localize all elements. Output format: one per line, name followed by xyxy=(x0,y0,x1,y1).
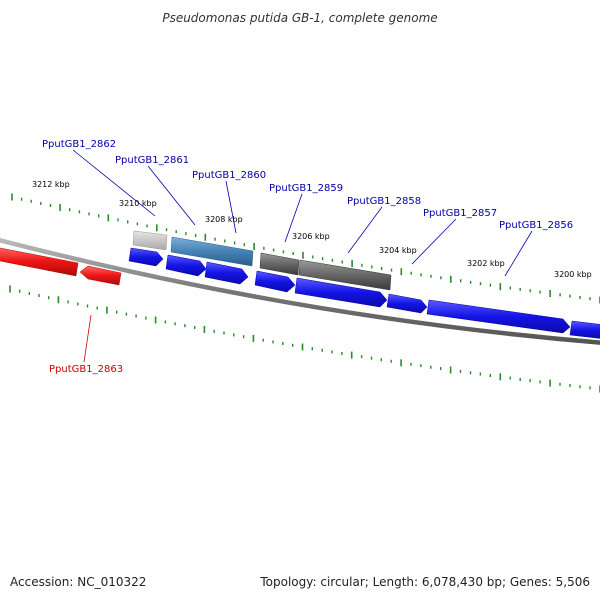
gene-2862-arrow[interactable] xyxy=(128,247,164,267)
tick-label-3212: 3212 kbp xyxy=(32,180,70,189)
feature-box-2858[interactable] xyxy=(298,259,392,291)
leader-line-2862 xyxy=(72,149,156,217)
gene-2861-arrow[interactable] xyxy=(165,254,207,277)
accession-text: Accession: NC_010322 xyxy=(10,575,146,589)
gene-label-2859[interactable]: PputGB1_2859 xyxy=(269,183,343,194)
gene-2856-arrow[interactable] xyxy=(426,299,571,334)
leader-line-2863 xyxy=(83,314,92,363)
gene-2863-segment-b[interactable] xyxy=(79,265,122,286)
leader-line-2856 xyxy=(504,230,533,277)
inner-tick-ruler xyxy=(9,285,600,393)
tick-label-3206: 3206 kbp xyxy=(292,232,330,241)
feature-box-2861[interactable] xyxy=(170,236,254,267)
gene-label-2863[interactable]: PputGB1_2863 xyxy=(49,364,123,375)
gene-2858-arrow[interactable] xyxy=(294,277,388,308)
gene-label-2861[interactable]: PputGB1_2861 xyxy=(115,155,189,166)
tick-label-3200: 3200 kbp xyxy=(554,270,592,279)
feature-box-2862[interactable] xyxy=(132,230,168,251)
gene-2863-segment-a[interactable] xyxy=(0,247,79,277)
gene-label-2860[interactable]: PputGB1_2860 xyxy=(192,170,266,181)
gene-label-2858[interactable]: PputGB1_2858 xyxy=(347,196,421,207)
leader-line-2860 xyxy=(225,180,237,234)
leader-line-2858 xyxy=(347,206,383,254)
tick-label-3210: 3210 kbp xyxy=(119,199,157,208)
gene-label-2862[interactable]: PputGB1_2862 xyxy=(42,139,116,150)
feature-box-2859[interactable] xyxy=(259,252,300,276)
map-title: Pseudomonas putida GB-1, complete genome xyxy=(162,11,437,25)
gene-2855-arrow-partial[interactable] xyxy=(569,320,600,339)
gene-label-2856[interactable]: PputGB1_2856 xyxy=(499,220,573,231)
tick-label-3204: 3204 kbp xyxy=(379,246,417,255)
tick-label-3208: 3208 kbp xyxy=(205,215,243,224)
gene-2859-arrow[interactable] xyxy=(254,270,296,293)
topology-text: Topology: circular; Length: 6,078,430 bp… xyxy=(259,575,590,589)
tick-label-3202: 3202 kbp xyxy=(467,259,505,268)
gene-2860-arrow[interactable] xyxy=(204,261,249,285)
outer-tick-ruler xyxy=(11,193,600,304)
leader-line-2857 xyxy=(411,218,457,265)
genome-backbone xyxy=(0,237,600,345)
gene-label-2857[interactable]: PputGB1_2857 xyxy=(423,208,497,219)
leader-line-2861 xyxy=(147,165,196,226)
leader-line-2859 xyxy=(284,193,303,243)
gene-2857-arrow[interactable] xyxy=(386,293,428,314)
